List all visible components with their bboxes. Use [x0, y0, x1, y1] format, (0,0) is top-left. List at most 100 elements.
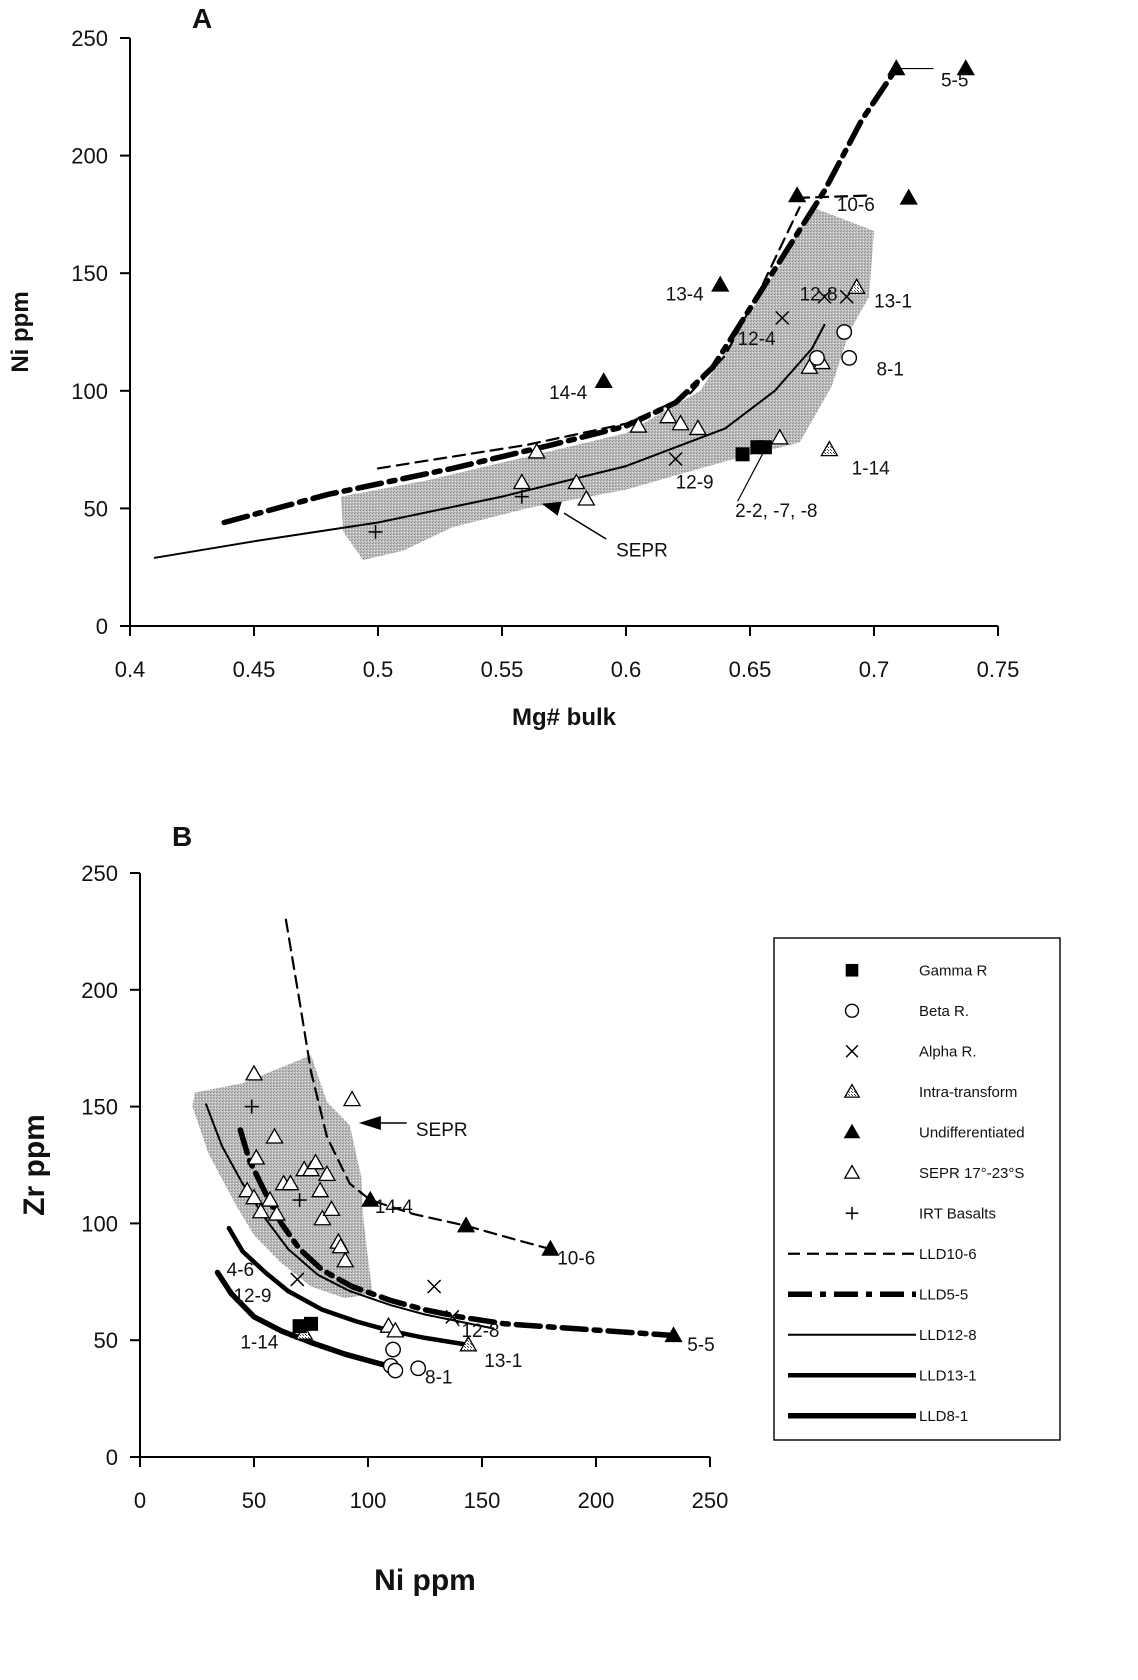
data-point-undiff [956, 59, 975, 76]
x-tick-label: 0 [134, 1488, 146, 1513]
data-point-beta [836, 324, 853, 340]
data-point-sepr [310, 1181, 330, 1198]
data-point-irt [244, 1099, 259, 1114]
data-point-sepr [281, 1174, 300, 1191]
leader-line [290, 1325, 301, 1339]
data-point-sepr [577, 489, 596, 506]
x-tick-label: 0.5 [363, 657, 394, 682]
data-point-undiff [541, 1239, 560, 1256]
panel-label: B [172, 821, 192, 852]
data-point-sepr [688, 419, 708, 436]
data-point-gamma [735, 447, 750, 462]
data-point-sepr [342, 1090, 362, 1107]
point-label: SEPR [416, 1120, 468, 1141]
point-label: 8-1 [425, 1368, 452, 1389]
data-point-sepr [265, 1127, 284, 1144]
data-point-irt [292, 1193, 307, 1208]
data-point-undiff [899, 188, 918, 205]
y-tick-label: 150 [81, 1095, 118, 1120]
data-point-gamma [757, 440, 772, 455]
series-line-lld8-1 [214, 1269, 401, 1371]
data-point-sepr [244, 1064, 264, 1081]
y-tick-label: 50 [94, 1328, 118, 1353]
x-tick-label: 100 [350, 1488, 387, 1513]
data-point-gamma [304, 1316, 318, 1331]
data-point-undiff [787, 186, 807, 203]
data-point-alpha [817, 289, 832, 304]
data-point-sepr [317, 1165, 337, 1181]
x-tick-label: 50 [242, 1488, 266, 1513]
data-point-beta [410, 1360, 427, 1377]
point-label: 1-14 [852, 458, 890, 479]
series-line-lld13-1 [226, 1225, 471, 1348]
legend-symbol-beta [844, 1003, 860, 1018]
data-point-sepr [251, 1202, 270, 1219]
x-tick-label: 250 [692, 1488, 729, 1513]
data-point-irt [368, 524, 383, 539]
y-tick-label: 200 [81, 978, 118, 1003]
y-tick-label: 250 [81, 861, 118, 886]
point-label: 12-9 [233, 1286, 271, 1307]
data-point-undiff [664, 1326, 683, 1343]
legend-label: Alpha R. [919, 1043, 977, 1060]
data-point-alpha [290, 1272, 305, 1287]
point-label: 12-8 [461, 1321, 499, 1342]
data-point-sepr [267, 1204, 286, 1221]
x-tick-label: 0.75 [977, 657, 1020, 682]
data-point-undiff [711, 275, 730, 292]
data-point-sepr [527, 442, 546, 459]
data-point-undiff [594, 372, 613, 389]
legend-label: LLD8-1 [919, 1408, 968, 1425]
data-point-intra [459, 1335, 478, 1352]
data-point-sepr [322, 1200, 341, 1217]
point-label: 12-9 [676, 473, 714, 494]
panel-a-chart: 0 50 100 150 200 250 0.4 0.45 0.5 0.55 0.6 0.65 0.7 0… [7, 3, 1019, 731]
data-point-sepr [671, 414, 690, 431]
series-line-lld5-5 [237, 1127, 677, 1339]
data-point-sepr [306, 1153, 325, 1170]
data-point-sepr [244, 1188, 264, 1205]
point-label: 14-4 [549, 383, 587, 404]
point-label: 13-4 [666, 284, 704, 305]
data-point-sepr [567, 473, 586, 490]
data-point-sepr [313, 1209, 332, 1226]
y-axis-label: Ni ppm [7, 291, 34, 372]
data-point-intra [820, 440, 839, 457]
series-line-lld10-6 [796, 194, 868, 199]
x-tick-label: 200 [578, 1488, 615, 1513]
point-label: 2-2, -7, -8 [735, 501, 817, 522]
legend-label: LLD5-5 [919, 1286, 968, 1303]
x-tick-label: 0.45 [233, 657, 276, 682]
y-tick-label: 50 [84, 496, 108, 521]
point-label: 10-6 [557, 1248, 595, 1269]
sepr-field [340, 207, 874, 561]
x-tick-label: 0.7 [859, 657, 890, 682]
leader-line [737, 454, 763, 502]
x-tick-label: 0.4 [115, 657, 146, 682]
legend-label: LLD12-8 [919, 1327, 977, 1344]
y-tick-label: 100 [71, 379, 108, 404]
legend-label: LLD10-6 [919, 1246, 977, 1263]
data-point-intra [847, 278, 866, 294]
point-label: 13-1 [874, 291, 912, 312]
data-point-sepr [659, 407, 678, 424]
y-tick-label: 100 [81, 1211, 118, 1236]
point-label: 5-5 [687, 1335, 714, 1356]
legend-symbol-intra [843, 1083, 861, 1098]
point-label: 10-6 [837, 195, 875, 216]
point-label: 5-5 [941, 70, 968, 91]
series-line-lld10-6 [284, 918, 552, 1251]
x-tick-label: 0.6 [611, 657, 642, 682]
point-label: 12-8 [800, 284, 838, 305]
x-tick-label: 150 [464, 1488, 501, 1513]
sepr-arrow-head [541, 501, 562, 516]
chart-legend: Gamma R Beta R. Alpha R. Intra-transform Und… [773, 937, 1061, 1441]
sepr-arrow [563, 512, 607, 540]
data-point-alpha [668, 451, 683, 467]
data-point-sepr [629, 416, 648, 433]
point-label: 13-1 [484, 1351, 522, 1372]
point-label: 12-4 [738, 329, 776, 350]
data-point-sepr [336, 1251, 355, 1268]
data-point-sepr [260, 1190, 280, 1207]
point-label: 8-1 [876, 360, 903, 381]
